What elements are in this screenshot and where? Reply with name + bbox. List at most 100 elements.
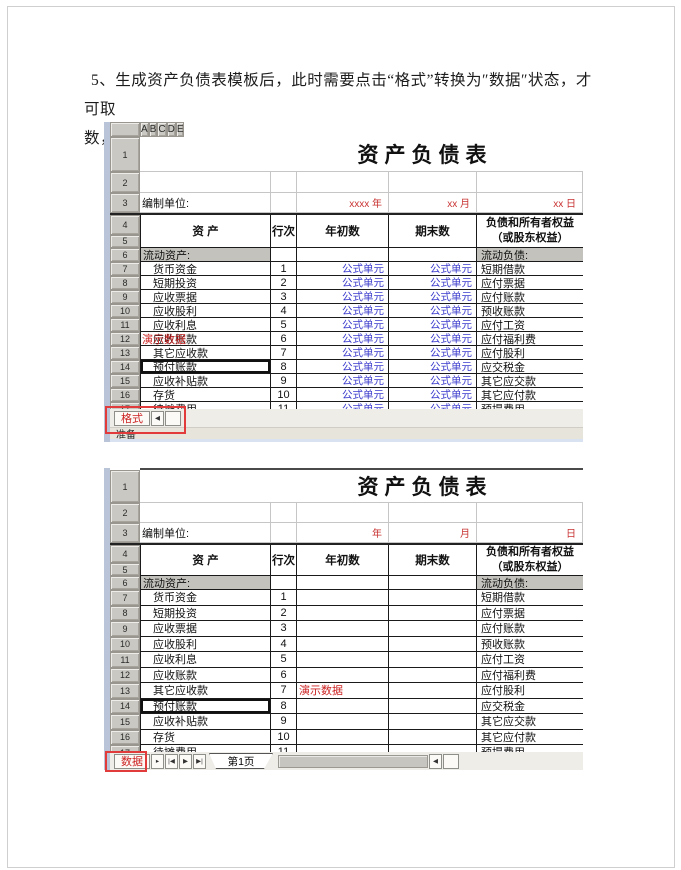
chevron-left-icon[interactable]: ◀: [151, 410, 164, 426]
end-formula-cell[interactable]: 公式单元: [389, 318, 477, 332]
end-value-cell[interactable]: [389, 621, 477, 637]
row-number[interactable]: 13: [110, 346, 140, 360]
begin-formula-cell[interactable]: 公式单元: [297, 276, 389, 290]
head-line-no-cell[interactable]: 行次: [271, 545, 297, 576]
blank-tab-button[interactable]: [165, 410, 181, 426]
line-no-cell[interactable]: 10: [271, 388, 297, 402]
column-header[interactable]: A: [140, 122, 149, 137]
row-number[interactable]: 1: [110, 137, 140, 172]
row-number[interactable]: 16: [110, 729, 140, 745]
empty-cell[interactable]: [389, 576, 477, 590]
report-title-cell[interactable]: 资产负债表: [140, 470, 583, 503]
begin-value-cell[interactable]: [297, 636, 389, 652]
column-header[interactable]: C: [157, 122, 167, 137]
empty-cell[interactable]: [140, 503, 271, 523]
empty-cell[interactable]: [271, 576, 297, 590]
line-no-cell[interactable]: 8: [271, 360, 297, 374]
liability-cell[interactable]: 预收账款: [477, 304, 583, 318]
line-no-cell[interactable]: 9: [271, 374, 297, 388]
head-end-cell[interactable]: 期末数: [389, 545, 477, 576]
month-cell[interactable]: 月: [389, 523, 477, 543]
asset-cell[interactable]: 应收利息: [140, 652, 271, 668]
asset-cell[interactable]: 其它应收款: [140, 346, 271, 360]
begin-value-cell[interactable]: [297, 667, 389, 683]
last-page-icon[interactable]: ▶|: [193, 753, 206, 769]
empty-cell[interactable]: [297, 248, 389, 262]
line-no-cell[interactable]: 5: [271, 652, 297, 668]
end-value-cell[interactable]: [389, 714, 477, 730]
line-no-cell[interactable]: 3: [271, 621, 297, 637]
begin-formula-cell[interactable]: 公式单元: [297, 346, 389, 360]
format-mode-tab[interactable]: 格式: [114, 410, 150, 426]
liability-cell[interactable]: 应付股利: [477, 346, 583, 360]
begin-formula-cell[interactable]: 公式单元: [297, 318, 389, 332]
liability-cell[interactable]: 应付工资: [477, 652, 583, 668]
asset-cell[interactable]: 应收股利: [140, 304, 271, 318]
line-no-cell[interactable]: 1: [271, 590, 297, 606]
line-no-cell[interactable]: 5: [271, 318, 297, 332]
day-cell[interactable]: 日: [477, 523, 583, 543]
liability-cell[interactable]: 应付福利费: [477, 668, 583, 683]
begin-formula-cell[interactable]: 公式单元: [297, 402, 389, 409]
asset-cell[interactable]: 演示数据 应收账款: [140, 332, 271, 346]
head-liability-cell[interactable]: 负债和所有者权益 （或股东权益）: [477, 545, 583, 576]
empty-cell[interactable]: [389, 248, 477, 262]
row-number[interactable]: 8: [110, 276, 140, 290]
row-number[interactable]: 9: [110, 621, 140, 637]
asset-cell[interactable]: 货币资金: [140, 262, 271, 276]
liability-cell[interactable]: 预提费用: [477, 402, 583, 410]
asset-cell[interactable]: 其它应收款: [140, 683, 271, 699]
row-number[interactable]: 11: [110, 318, 140, 332]
horizontal-scrollbar-thumb[interactable]: [278, 754, 428, 768]
begin-value-cell[interactable]: 演示数据: [297, 683, 389, 699]
liability-cell[interactable]: 预提费用: [477, 745, 583, 752]
end-formula-cell[interactable]: 公式单元: [389, 262, 477, 276]
asset-cell[interactable]: 短期投资: [140, 605, 271, 621]
begin-value-cell[interactable]: [297, 698, 389, 714]
liability-cell[interactable]: 应付福利费: [477, 332, 583, 346]
end-value-cell[interactable]: [389, 683, 477, 699]
line-no-cell[interactable]: 2: [271, 605, 297, 621]
liability-cell[interactable]: 其它应交款: [477, 374, 583, 388]
liability-cell[interactable]: 其它应付款: [477, 388, 583, 402]
line-no-cell[interactable]: 11: [271, 402, 297, 409]
liability-cell[interactable]: 应付票据: [477, 606, 583, 621]
liability-cell[interactable]: 应付工资: [477, 318, 583, 332]
unit-label-cell[interactable]: 编制单位:: [140, 523, 271, 543]
asset-cell[interactable]: 存货: [140, 729, 271, 745]
empty-cell[interactable]: [297, 503, 389, 523]
row-number[interactable]: 6: [110, 576, 140, 590]
asset-cell[interactable]: 应收利息: [140, 318, 271, 332]
head-asset-cell[interactable]: 资 产: [140, 545, 271, 576]
column-header[interactable]: B: [148, 122, 158, 137]
row-number[interactable]: 2: [110, 172, 140, 193]
line-no-cell[interactable]: 10: [271, 729, 297, 745]
liability-cell[interactable]: 应交税金: [477, 699, 583, 714]
empty-cell[interactable]: [477, 503, 583, 523]
head-begin-cell[interactable]: 年初数: [297, 215, 389, 248]
sheet-tab-page1[interactable]: 第1页: [209, 753, 273, 769]
liability-cell[interactable]: 其它应交款: [477, 714, 583, 730]
empty-cell[interactable]: [389, 503, 477, 523]
head-end-cell[interactable]: 期末数: [389, 215, 477, 248]
row-number[interactable]: 7: [110, 590, 140, 606]
row-number[interactable]: 17: [110, 745, 140, 752]
column-header[interactable]: E: [175, 122, 185, 137]
line-no-cell[interactable]: 11: [271, 745, 297, 752]
begin-formula-cell[interactable]: 公式单元: [297, 290, 389, 304]
row-number[interactable]: 12: [110, 667, 140, 683]
row-number[interactable]: 7: [110, 262, 140, 276]
row-number[interactable]: 10: [110, 636, 140, 652]
line-no-cell[interactable]: 6: [271, 332, 297, 346]
expand-icon[interactable]: ▸: [151, 753, 164, 769]
end-formula-cell[interactable]: 公式单元: [389, 304, 477, 318]
next-page-icon[interactable]: ▶: [179, 753, 192, 769]
row-number[interactable]: 11: [110, 652, 140, 668]
asset-cell[interactable]: 存货: [140, 388, 271, 402]
liability-cell[interactable]: 应交税金: [477, 360, 583, 374]
empty-cell[interactable]: [389, 172, 477, 193]
empty-cell[interactable]: [477, 172, 583, 193]
section-right-cell[interactable]: 流动负债:: [477, 576, 583, 590]
year-cell[interactable]: xxxx 年: [297, 193, 389, 213]
end-formula-cell[interactable]: 公式单元: [389, 332, 477, 346]
